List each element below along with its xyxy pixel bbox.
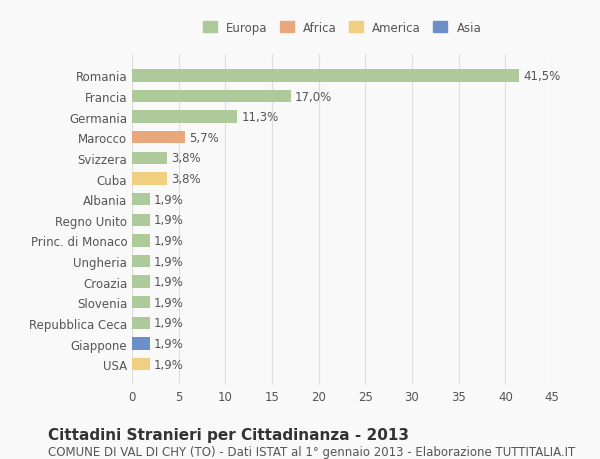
Text: 1,9%: 1,9%	[154, 337, 184, 350]
Text: 5,7%: 5,7%	[189, 132, 218, 145]
Bar	[132, 173, 167, 185]
Bar	[132, 317, 150, 330]
Bar	[132, 255, 150, 268]
Bar	[132, 132, 185, 144]
Bar	[132, 214, 150, 226]
Text: 1,9%: 1,9%	[154, 193, 184, 206]
Bar	[132, 338, 150, 350]
Text: 11,3%: 11,3%	[241, 111, 278, 124]
Text: 1,9%: 1,9%	[154, 275, 184, 289]
Bar	[132, 91, 290, 103]
Text: 3,8%: 3,8%	[171, 173, 201, 185]
Text: COMUNE DI VAL DI CHY (TO) - Dati ISTAT al 1° gennaio 2013 - Elaborazione TUTTITA: COMUNE DI VAL DI CHY (TO) - Dati ISTAT a…	[48, 445, 575, 458]
Bar	[132, 235, 150, 247]
Bar	[132, 70, 520, 83]
Text: 3,8%: 3,8%	[171, 152, 201, 165]
Bar	[132, 358, 150, 370]
Bar	[132, 276, 150, 288]
Bar	[132, 194, 150, 206]
Text: 1,9%: 1,9%	[154, 317, 184, 330]
Bar	[132, 297, 150, 309]
Text: Cittadini Stranieri per Cittadinanza - 2013: Cittadini Stranieri per Cittadinanza - 2…	[48, 427, 409, 442]
Text: 1,9%: 1,9%	[154, 296, 184, 309]
Text: 1,9%: 1,9%	[154, 214, 184, 227]
Text: 1,9%: 1,9%	[154, 235, 184, 247]
Bar	[132, 111, 238, 123]
Text: 17,0%: 17,0%	[295, 90, 332, 103]
Bar	[132, 152, 167, 165]
Legend: Europa, Africa, America, Asia: Europa, Africa, America, Asia	[199, 18, 485, 38]
Text: 1,9%: 1,9%	[154, 255, 184, 268]
Text: 41,5%: 41,5%	[523, 70, 560, 83]
Text: 1,9%: 1,9%	[154, 358, 184, 371]
